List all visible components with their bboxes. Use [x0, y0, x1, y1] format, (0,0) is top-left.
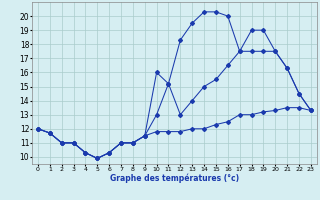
- X-axis label: Graphe des températures (°c): Graphe des températures (°c): [110, 173, 239, 183]
